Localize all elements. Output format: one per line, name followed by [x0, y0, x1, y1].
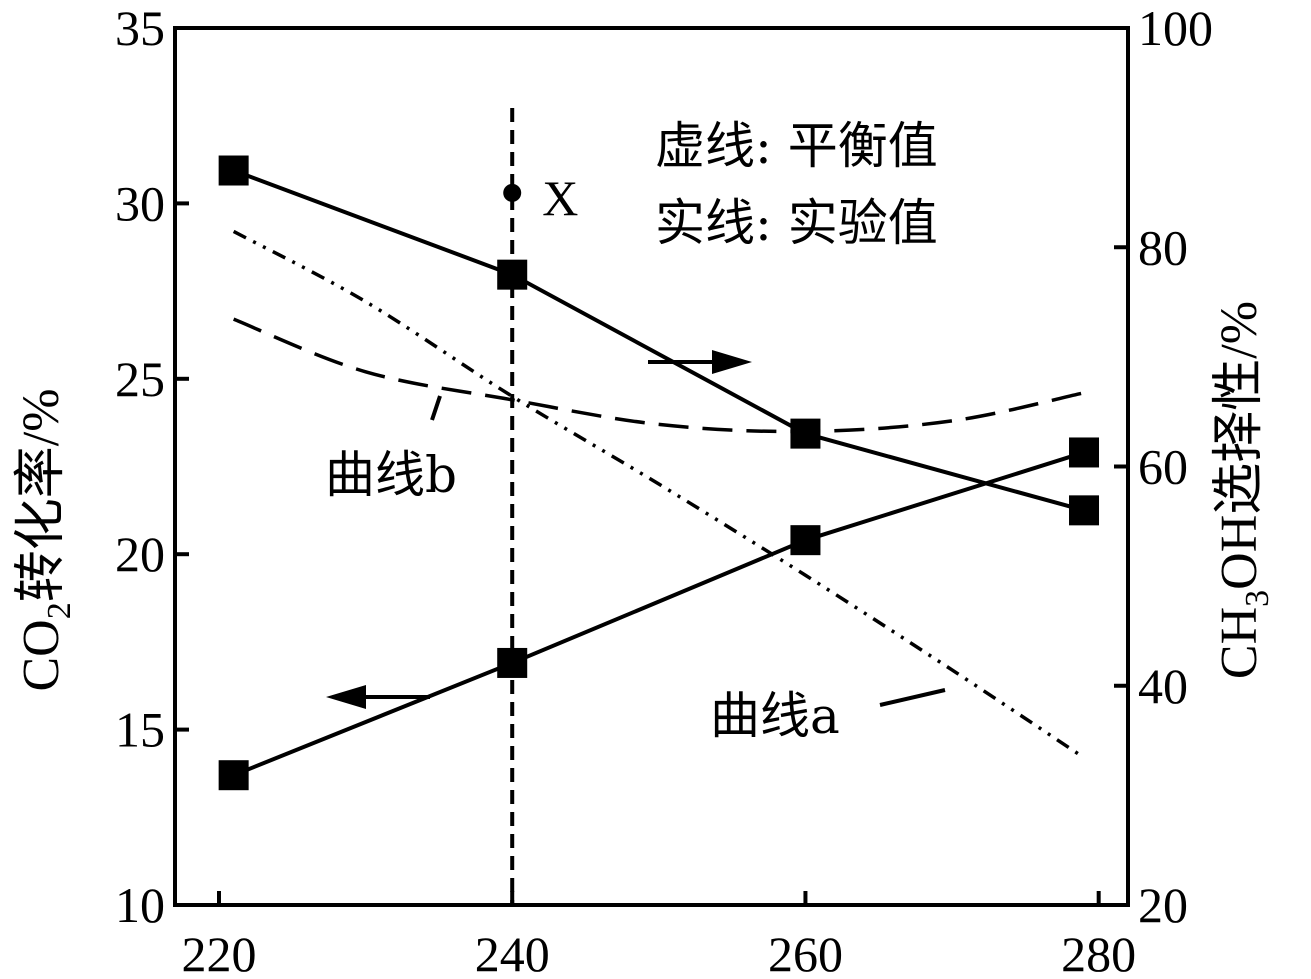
y-left-tick-label-3: 25 [115, 351, 165, 407]
x-tick-label-3: 280 [1061, 926, 1136, 979]
series-3-curve [232, 317, 1085, 434]
y-right-tick-label-2: 60 [1138, 439, 1188, 495]
series-0-point-1 [497, 647, 528, 678]
series-0-line [232, 450, 1085, 778]
point-x-marker [503, 183, 522, 202]
curve-a-leader [879, 688, 946, 707]
legend-line-2: 实线: 实验值 [655, 194, 938, 252]
series-0-point-0 [218, 760, 249, 791]
series-1-point-0 [218, 155, 249, 186]
x-tick-label-1: 240 [475, 926, 550, 979]
arrow-left-icon [326, 685, 430, 709]
x-tick-label-0: 220 [181, 926, 256, 979]
series-0-point-2 [790, 525, 821, 556]
legend-line-1: 虚线: 平衡值 [655, 117, 938, 175]
y-right-tick-label-3: 80 [1138, 219, 1188, 275]
series-1-point-3 [1069, 495, 1100, 526]
y-right-tick-label-4: 100 [1138, 0, 1213, 56]
y-left-tick-label-2: 20 [115, 526, 165, 582]
series-1-point-1 [497, 259, 528, 290]
y-axis-left-label: CO2转化率/% [13, 388, 78, 691]
y-axis-right-label: CH3OH选择性/% [1211, 301, 1276, 679]
y-left-tick-label-5: 35 [115, 0, 165, 56]
series-2-curve [232, 229, 1085, 760]
series-0-point-3 [1069, 437, 1100, 468]
point-x-label: X [542, 170, 578, 226]
x-tick-label-2: 260 [768, 926, 843, 979]
series-1-point-2 [790, 418, 821, 449]
series-1-line [232, 168, 1085, 513]
curve-a-label: 曲线a [710, 687, 840, 745]
curve-b-label: 曲线b [325, 446, 457, 504]
curve-b-leader [430, 395, 442, 421]
y-right-tick-label-1: 40 [1138, 658, 1188, 714]
y-right-tick-label-0: 20 [1138, 877, 1188, 933]
y-left-tick-label-1: 15 [115, 702, 165, 758]
arrow-right-icon [648, 350, 752, 374]
y-left-tick-label-4: 30 [115, 175, 165, 231]
plot-frame [173, 26, 1130, 907]
y-left-tick-label-0: 10 [115, 877, 165, 933]
